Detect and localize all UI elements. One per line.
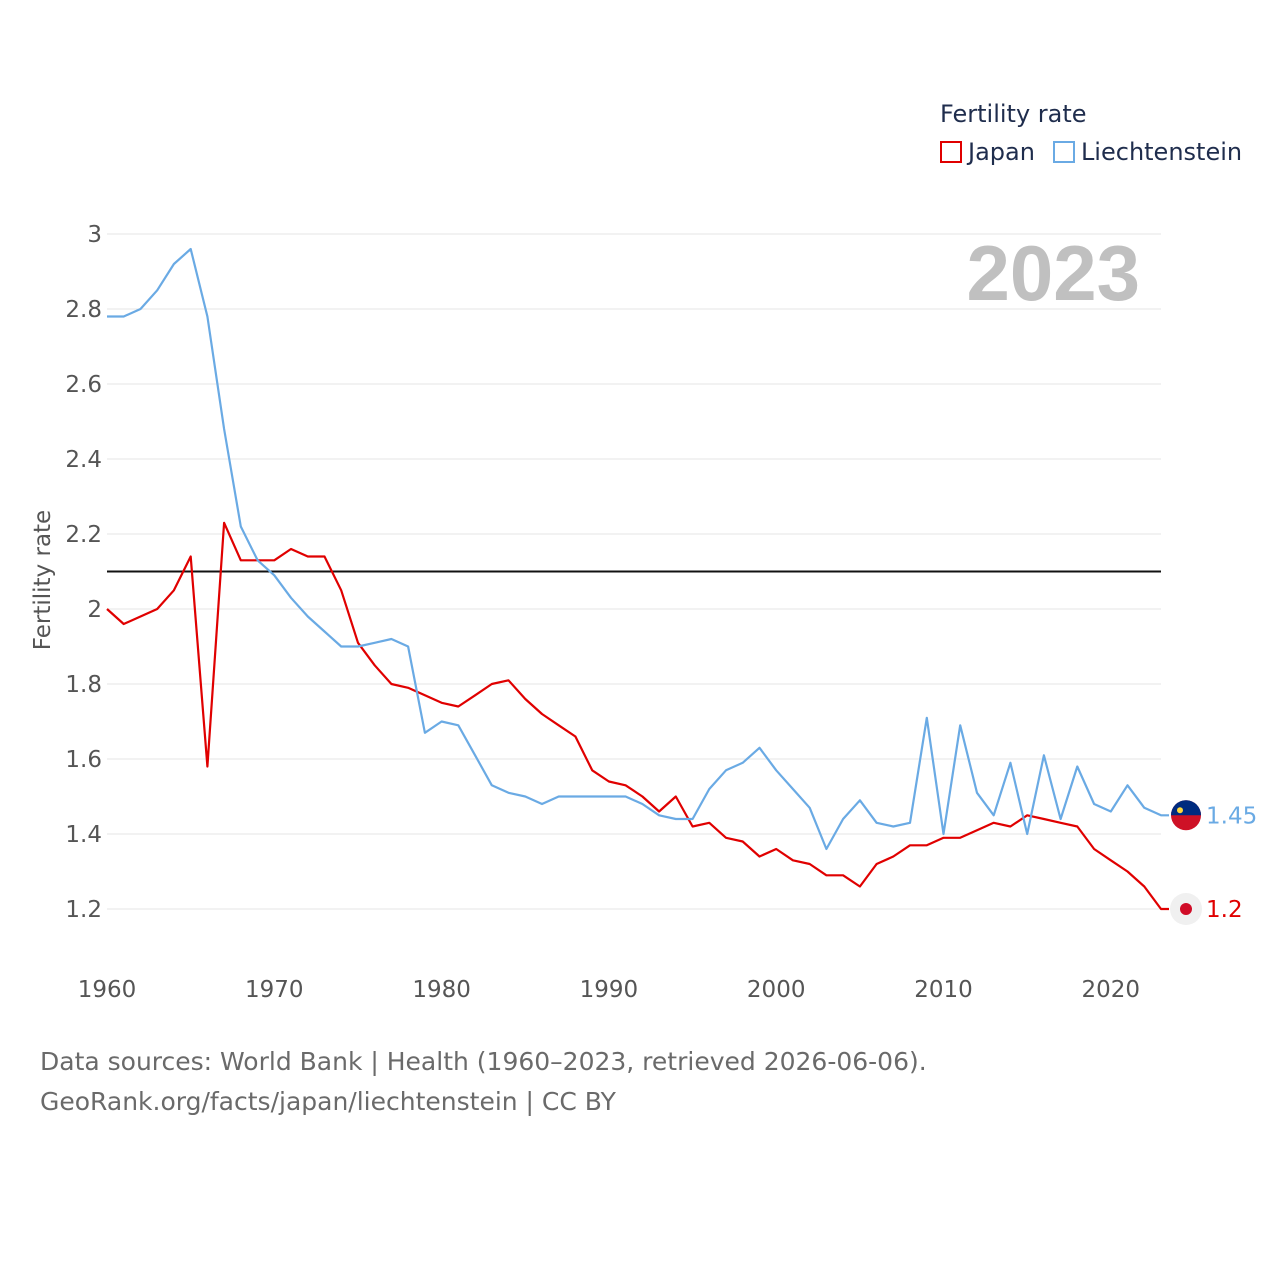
y-tick-label: 2.2 <box>65 522 102 548</box>
x-tick-label: 1980 <box>412 977 471 1003</box>
legend: Fertility rate Japan Liechtenstein <box>940 100 1242 166</box>
y-tick-label: 2 <box>87 597 102 623</box>
year-label: 2023 <box>966 229 1140 317</box>
y-tick-label: 1.4 <box>65 822 102 848</box>
legend-label-japan: Japan <box>968 138 1035 166</box>
legend-item-japan[interactable]: Japan <box>940 138 1035 166</box>
y-tick-label: 3 <box>87 222 102 248</box>
source-url[interactable]: GeoRank.org/facts/japan/liechtenstein | … <box>40 1087 616 1116</box>
y-axis-title: Fertility rate <box>30 510 56 650</box>
y-tick-label: 1.2 <box>65 897 102 923</box>
japan-flag-icon <box>1170 893 1202 925</box>
gridlines <box>107 233 1161 910</box>
series-line-japan <box>106 521 1169 911</box>
series-line-liechtenstein <box>107 247 1169 851</box>
legend-label-liechtenstein: Liechtenstein <box>1080 138 1243 166</box>
y-tick-label: 2.8 <box>65 297 102 323</box>
legend-title: Fertility rate <box>940 100 1087 128</box>
x-axis-ticks: 1960 1970 1980 1990 2000 2010 2020 <box>78 977 1140 1003</box>
source-line: Data sources: World Bank | Health (1960–… <box>40 1047 927 1076</box>
x-tick-label: 2020 <box>1082 977 1141 1003</box>
series-lines <box>106 247 1169 911</box>
x-tick-label: 1990 <box>580 977 639 1003</box>
legend-swatch-liechtenstein <box>1052 141 1075 163</box>
y-axis-ticks: 1.2 1.4 1.6 1.8 2 2.2 2.4 2.6 2.8 3 <box>65 222 102 923</box>
y-tick-label: 1.8 <box>65 672 102 698</box>
y-tick-label: 1.6 <box>65 747 102 773</box>
liechtenstein-flag-icon <box>1171 800 1201 831</box>
legend-swatch-japan <box>940 141 962 163</box>
legend-item-liechtenstein[interactable]: Liechtenstein <box>1052 138 1243 166</box>
end-markers: 1.2 1.45 <box>1170 800 1257 925</box>
end-value-label-liechtenstein: 1.45 <box>1206 803 1257 829</box>
source-note: Data sources: World Bank | Health (1960–… <box>40 1042 927 1122</box>
x-tick-label: 1970 <box>245 977 304 1003</box>
x-tick-label: 1960 <box>78 977 137 1003</box>
x-tick-label: 2010 <box>914 977 973 1003</box>
y-tick-label: 2.6 <box>65 372 102 398</box>
y-tick-label: 2.4 <box>65 447 102 473</box>
x-tick-label: 2000 <box>747 977 806 1003</box>
end-value-label-japan: 1.2 <box>1206 897 1243 923</box>
